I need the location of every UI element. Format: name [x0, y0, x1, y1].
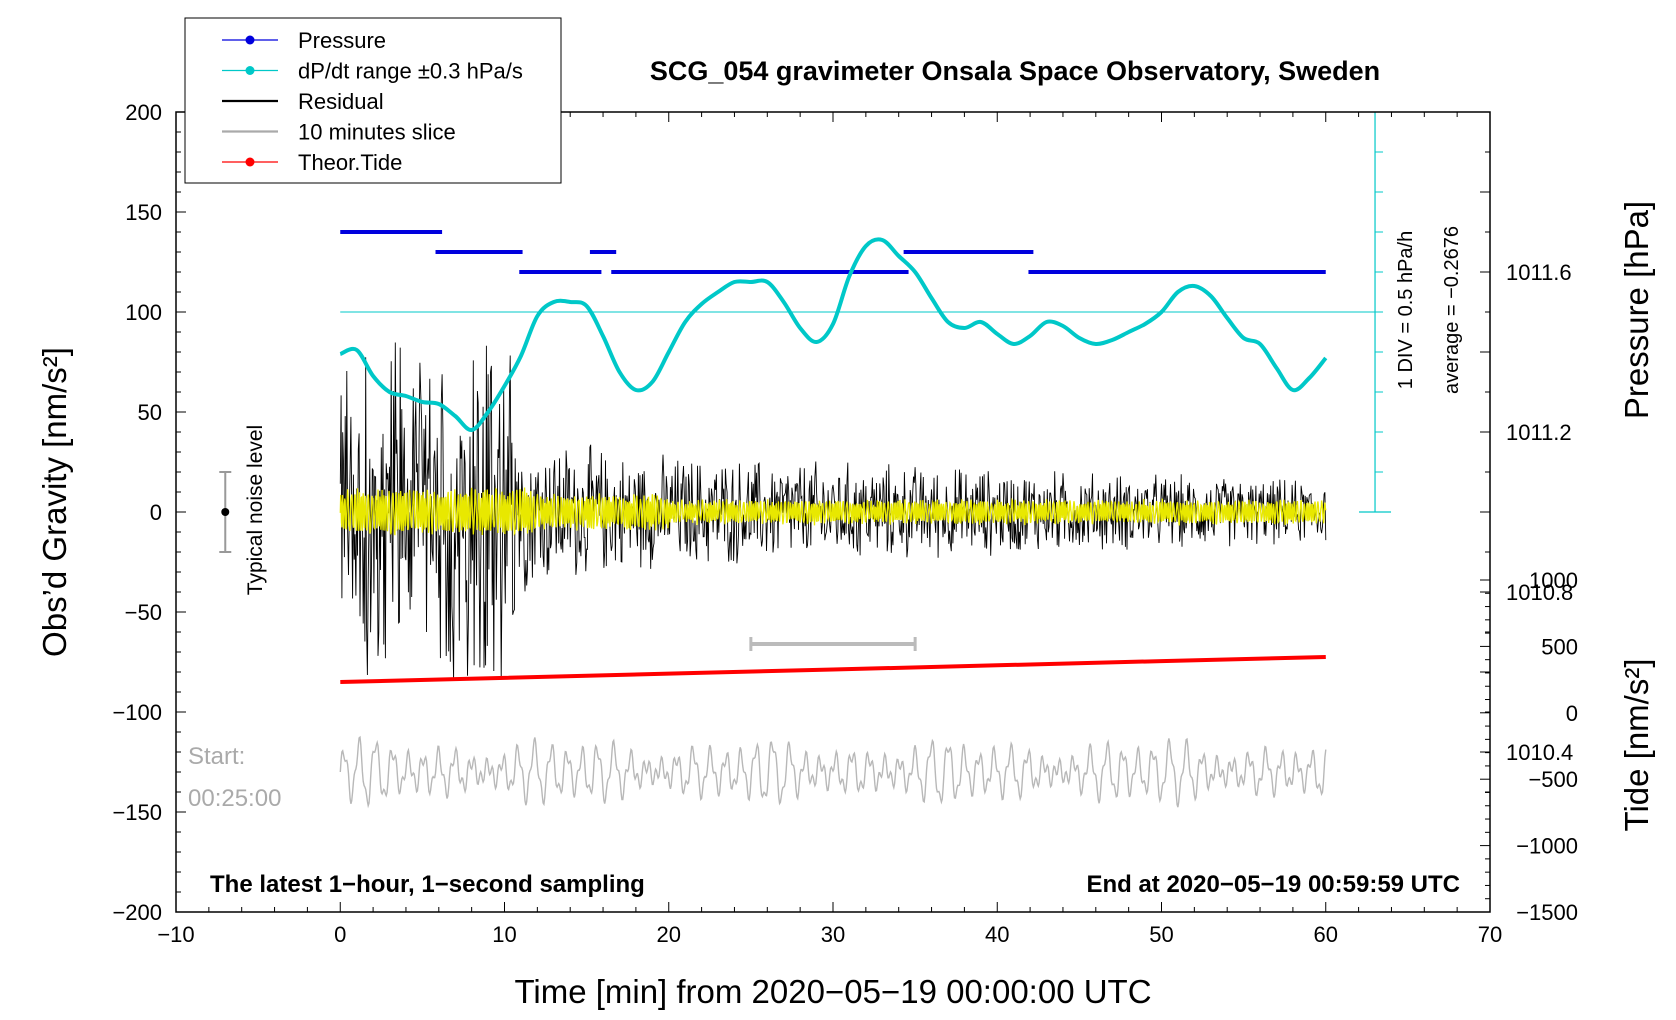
legend-label: 10 minutes slice — [298, 120, 456, 145]
legend-label: Residual — [298, 89, 384, 114]
div-label: 1 DIV = 0.5 hPa/h — [1395, 231, 1417, 389]
tide-tick-label: 0 — [1566, 701, 1578, 726]
y-tick-label: −50 — [125, 600, 162, 625]
pressure-tick-label: 1011.2 — [1506, 420, 1572, 445]
x-tick-label: 40 — [985, 922, 1009, 947]
y-tick-label: −200 — [112, 900, 162, 925]
x-tick-label: 0 — [334, 922, 346, 947]
dpdt-series-line — [339, 237, 1328, 432]
annotation-bottom-right: End at 2020−05−19 00:59:59 UTC — [1086, 871, 1460, 898]
x-tick-label: 10 — [492, 922, 516, 947]
y-tick-label: 200 — [125, 100, 162, 125]
tide-tick-label: −1000 — [1516, 834, 1578, 859]
tide-tick-label: −500 — [1528, 767, 1578, 792]
start-time: 00:25:00 — [188, 785, 281, 812]
residual-series-line — [339, 342, 1327, 681]
annotation-bottom-left: The latest 1−hour, 1−second sampling — [210, 871, 645, 898]
y-tick-label: −150 — [112, 800, 162, 825]
tide-series-line — [340, 655, 1326, 684]
pressure-tick-label: 1010.8 — [1506, 580, 1573, 605]
legend-label: Pressure — [298, 28, 386, 53]
y-axis-label: Obs’d Gravity [nm/s²] — [36, 347, 73, 657]
x-tick-label: 70 — [1478, 922, 1502, 947]
x-axis-label: Time [min] from 2020−05−19 00:00:00 UTC — [514, 973, 1151, 1010]
tide-axis-label: Tide [nm/s²] — [1618, 659, 1655, 832]
tide-tick-label: 1000 — [1529, 568, 1578, 593]
legend-marker — [245, 66, 255, 75]
x-tick-label: 50 — [1149, 922, 1173, 947]
chart-title: SCG_054 gravimeter Onsala Space Observat… — [650, 56, 1380, 86]
y-tick-label: 150 — [125, 200, 162, 225]
y-tick-label: −100 — [112, 700, 162, 725]
legend-marker — [245, 35, 255, 45]
x-tick-label: 30 — [821, 922, 845, 947]
pressure-axis-label: Pressure [hPa] — [1618, 201, 1655, 419]
legend: Pressure dP/dt range ±0.3 hPa/s Residual 10… — [184, 17, 562, 184]
x-tick-label: 60 — [1314, 922, 1338, 947]
legend-marker — [245, 157, 255, 167]
noise-bar-dot — [221, 508, 230, 516]
tide-tick-label: 500 — [1541, 634, 1578, 659]
legend-label: Theor.Tide — [298, 150, 402, 175]
x-tick-label: 20 — [657, 922, 681, 947]
y-tick-label: 0 — [150, 500, 162, 525]
tide-tick-label: −1500 — [1516, 900, 1578, 925]
y-tick-label: 100 — [125, 300, 162, 325]
x-tick-label: −10 — [157, 922, 194, 947]
axes-layer — [175, 111, 1491, 913]
text-layer: −10 0 10 20 30 40 50 60 70200150100500−50−100−15… — [36, 17, 1655, 1010]
start-label: Start: — [188, 743, 245, 770]
slice-series-line — [339, 735, 1327, 809]
filtered-series-line — [339, 487, 1327, 537]
legend-label: dP/dt range ±0.3 hPa/s — [298, 59, 523, 84]
average-label: average = −0.2676 — [1441, 226, 1463, 394]
noise-label: Typical noise level — [244, 425, 267, 595]
y-tick-label: 50 — [138, 400, 162, 425]
pressure-tick-label: 1010.4 — [1506, 740, 1573, 765]
pressure-tick-label: 1011.6 — [1506, 260, 1572, 285]
series-layer — [219, 111, 1392, 809]
